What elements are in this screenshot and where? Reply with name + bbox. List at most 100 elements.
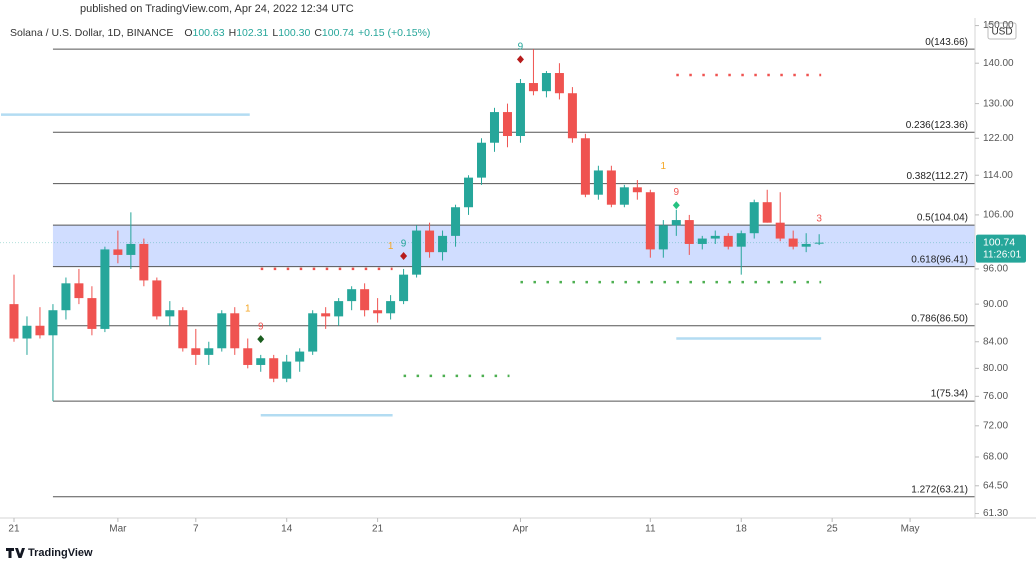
ohlc-key: L	[272, 27, 278, 39]
candle-body	[191, 348, 201, 355]
candle-body	[204, 348, 214, 355]
candle-body	[373, 310, 383, 314]
candle-body	[243, 348, 253, 365]
candle-body	[515, 83, 525, 137]
candle-body	[282, 361, 292, 379]
candle-body	[788, 238, 798, 247]
candle-body	[425, 230, 435, 253]
x-tick-label: 25	[827, 524, 839, 535]
candle-body	[360, 289, 370, 311]
candle-body	[749, 202, 759, 234]
candle-body	[567, 93, 577, 139]
fib-label: 1(75.34)	[931, 389, 968, 400]
candle-body	[399, 274, 409, 302]
x-tick-label: 21	[372, 524, 384, 535]
x-tick-label: May	[901, 524, 920, 535]
candle-body	[139, 243, 149, 281]
published-note: published on TradingView.com, Apr 24, 20…	[80, 3, 354, 15]
currency-box	[987, 22, 1017, 40]
candle-body	[217, 313, 227, 349]
candle-body	[762, 202, 772, 223]
y-tick-label: 64.50	[983, 480, 1008, 491]
candle-body	[178, 310, 188, 349]
candle-body	[464, 177, 474, 208]
signal-count: 1	[245, 304, 251, 315]
candle-body	[814, 242, 824, 244]
candle-body	[256, 358, 266, 365]
symbol: Solana / U.S. Dollar, 1D, BINANCE	[10, 27, 173, 39]
candle-body	[489, 112, 499, 143]
candle-body	[775, 222, 785, 239]
y-tick-label: 140.00	[983, 58, 1014, 69]
y-tick-label: 150.00	[983, 20, 1014, 31]
candle-body	[723, 235, 733, 247]
fib-zone	[52, 225, 975, 267]
signal-count: 3	[816, 214, 822, 225]
candle-body	[9, 304, 19, 339]
fib-label: 0.5(104.04)	[917, 213, 968, 224]
y-tick-label: 68.00	[983, 452, 1008, 463]
signal-diamond	[257, 335, 265, 344]
y-tick-label: 90.00	[983, 299, 1008, 310]
brand: TradingView	[28, 547, 93, 559]
y-tick-label: 76.00	[983, 391, 1008, 402]
candle-body	[126, 243, 136, 255]
signal-count: 9	[401, 239, 407, 250]
signal-count: 9	[258, 322, 264, 333]
footer-logo: TradingView	[6, 547, 93, 559]
ohlc-value: 100.30	[278, 27, 310, 39]
change: +0.15 (+0.15%)	[358, 27, 430, 39]
candle-body	[113, 249, 123, 255]
plot-area: 0(143.66) 0.236(123.36) 0.382(112.27) 0.5(1…	[0, 37, 975, 498]
candle-body	[230, 313, 240, 349]
signal-diamond	[672, 201, 680, 210]
ohlc-value: 100.74	[322, 27, 354, 39]
candle-body	[619, 187, 629, 205]
signal-diamond	[516, 55, 524, 64]
candle-body	[658, 225, 668, 250]
fib-label: 0(143.66)	[925, 37, 968, 48]
candle-body	[684, 220, 694, 244]
logo-icon	[6, 548, 25, 558]
ohlc-key: O	[184, 27, 192, 39]
candle-body	[580, 138, 590, 195]
candle-body	[593, 170, 603, 195]
signal-diamond	[400, 252, 408, 261]
candle-body	[165, 310, 175, 317]
candle-body	[710, 235, 720, 239]
candle-body	[386, 301, 396, 314]
y-tick-label: 114.00	[983, 170, 1013, 181]
candle-body	[74, 283, 84, 299]
fib-label: 0.382(112.27)	[906, 171, 968, 182]
candle-body	[321, 313, 331, 317]
y-tick-label: 72.00	[983, 420, 1008, 431]
candle-body	[451, 207, 461, 236]
currency: USD	[991, 27, 1012, 38]
candle-body	[61, 283, 71, 311]
last-price-box	[976, 234, 1026, 263]
signal-count: 9	[674, 187, 680, 198]
signal-count: 9	[518, 42, 524, 53]
candle-body	[269, 358, 279, 379]
ohlc-key: C	[314, 27, 322, 39]
fib-label: 0.236(123.36)	[906, 120, 968, 131]
candle-body	[22, 325, 32, 339]
ohlc-value: 102.31	[236, 27, 268, 39]
y-tick-label: 106.00	[983, 210, 1014, 221]
candle-body	[295, 351, 305, 362]
candle-body	[477, 142, 487, 178]
candle-body	[438, 235, 448, 253]
signal-count: 1	[388, 241, 394, 252]
x-tick-label: 7	[193, 524, 199, 535]
candle-body	[334, 301, 344, 317]
x-tick-label: 11	[645, 524, 656, 535]
countdown: 11:26:01	[983, 249, 1022, 260]
candle-body	[645, 192, 655, 250]
candle-body	[412, 230, 422, 275]
candle-body	[528, 83, 538, 92]
x-tick-label: Mar	[109, 524, 127, 535]
candle-body	[87, 298, 97, 329]
candle-body	[541, 73, 551, 92]
y-tick-label: 84.00	[983, 336, 1008, 347]
